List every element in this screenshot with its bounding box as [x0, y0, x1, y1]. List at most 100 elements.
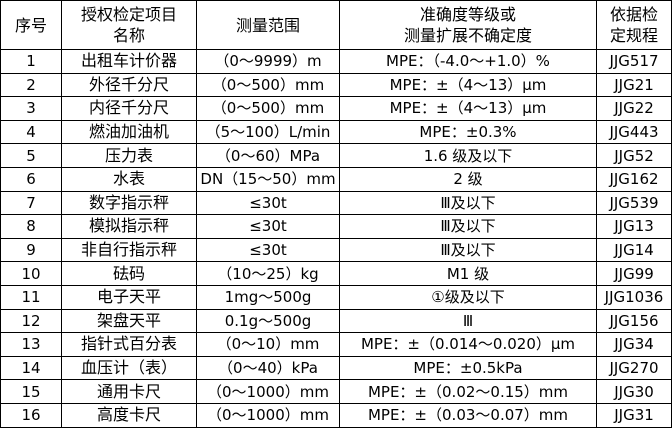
table-cell: （0～40）kPa [196, 355, 340, 381]
table-cell: DN（15～50）mm [196, 166, 340, 192]
table-cell: Ⅲ [339, 308, 597, 334]
table-cell: 内径千分尺 [61, 96, 197, 121]
table-row: 5 压力表 （0～60）MPa 1.6 级及以下 JJG52 [0, 143, 672, 168]
table-row: 13 指针式百分表 （0～10）mm MPE：±（0.014～0.020）μm JJG3… [0, 332, 672, 357]
table-row: 12 架盘天平 0.1g～500g Ⅲ JJG156 [0, 308, 672, 334]
table-row: 6 水表 DN（15～50）mm 2 级 JJG162 [0, 166, 672, 192]
table-row: 9 非自行指示秤 ≤30t Ⅲ及以下 JJG14 [0, 237, 672, 263]
table-cell: MPE：±（4～13）μm [339, 72, 597, 98]
table-cell: 2 级 [339, 166, 597, 192]
table-cell: 1 [0, 49, 62, 74]
table-cell: 4 [0, 119, 62, 145]
table-cell: Ⅲ及以下 [339, 237, 597, 263]
table-cell: 15 [0, 379, 62, 404]
table-cell: 外径千分尺 [61, 72, 197, 98]
table-cell: MPE：±（0.03～0.07）mm [339, 402, 597, 428]
header-text: 序号 [14, 15, 47, 35]
table-row: 4 燃油加油机 （5～100）L/min MPE：±0.3% JJG443 [0, 119, 672, 145]
table-cell: JJG13 [596, 214, 672, 239]
table-body: 1 出租车计价器 （0～9999）m MPE：（-4.0～+1.0）% JJG517 2 外… [0, 49, 672, 428]
table-cell: JJG162 [596, 166, 672, 192]
table-cell: MPE：±0.3% [339, 119, 597, 145]
table-cell: （0～1000）mm [196, 402, 340, 428]
header-text: 测量范围 [235, 15, 300, 35]
table-row: 10 砝码 （10～25）kg M1 级 JJG99 [0, 261, 672, 286]
table-cell: 11 [0, 284, 62, 310]
table-cell: （0～500）mm [196, 96, 340, 121]
table-cell: JJG14 [596, 237, 672, 263]
table-cell: 1mg～500g [196, 284, 340, 310]
table-cell: 1.6 级及以下 [339, 143, 597, 168]
table-cell: JJG22 [596, 96, 672, 121]
header-text: 测量扩展不确定度 [403, 26, 532, 45]
table-cell: JJG1036 [596, 284, 672, 310]
table-row: 2 外径千分尺 （0～500）mm MPE：±（4～13）μm JJG21 [0, 72, 672, 98]
header-text: 依据检 [609, 5, 658, 24]
table-cell: JJG21 [596, 72, 672, 98]
table-cell: JJG443 [596, 119, 672, 145]
table-cell: MPE：±（0.02～0.15）mm [339, 379, 597, 404]
table-cell: 14 [0, 355, 62, 381]
table-cell: 架盘天平 [61, 308, 197, 334]
table-cell: 模拟指示秤 [61, 214, 197, 239]
table-cell: 血压计（表） [61, 355, 197, 381]
table-cell: 2 [0, 72, 62, 98]
table-cell: ≤30t [196, 237, 340, 263]
table-cell: 数字指示秤 [61, 190, 197, 216]
header-cell: 序号 [0, 0, 62, 50]
table-cell: （0～500）mm [196, 72, 340, 98]
table-cell: JJG270 [596, 355, 672, 381]
header-text: 准确度等级或 [419, 5, 516, 24]
table-cell: 压力表 [61, 143, 197, 168]
table-cell: JJG156 [596, 308, 672, 334]
table-cell: 9 [0, 237, 62, 263]
table-cell: （0～60）MPa [196, 143, 340, 168]
table-cell: MPE：±（4～13）μm [339, 96, 597, 121]
header-text: 授权检定项目 [80, 5, 177, 24]
table-cell: 高度卡尺 [61, 402, 197, 428]
table-cell: ≤30t [196, 214, 340, 239]
header-cell: 测量范围 [196, 0, 340, 50]
table-cell: 3 [0, 96, 62, 121]
table-cell: 砝码 [61, 261, 197, 286]
table-cell: M1 级 [339, 261, 597, 286]
table-cell: JJG52 [596, 143, 672, 168]
table-cell: 16 [0, 402, 62, 428]
header-text: 定规程 [609, 26, 658, 45]
table-cell: JJG517 [596, 49, 672, 74]
table-cell: JJG30 [596, 379, 672, 404]
table-cell: 12 [0, 308, 62, 334]
table-cell: 出租车计价器 [61, 49, 197, 74]
table-row: 3 内径千分尺 （0～500）mm MPE：±（4～13）μm JJG22 [0, 96, 672, 121]
table-row: 7 数字指示秤 ≤30t Ⅲ及以下 JJG539 [0, 190, 672, 216]
table-cell: MPE：（-4.0～+1.0）% [339, 49, 597, 74]
table-cell: 指针式百分表 [61, 332, 197, 357]
table-cell: Ⅲ及以下 [339, 214, 597, 239]
table-cell: 非自行指示秤 [61, 237, 197, 263]
table-cell: 燃油加油机 [61, 119, 197, 145]
table-cell: ①级及以下 [339, 284, 597, 310]
table-cell: JJG99 [596, 261, 672, 286]
table-cell: JJG31 [596, 402, 672, 428]
table-cell: 电子天平 [61, 284, 197, 310]
table-cell: MPE：±（0.014～0.020）μm [339, 332, 597, 357]
table-cell: （0～10）mm [196, 332, 340, 357]
table-cell: 10 [0, 261, 62, 286]
table-cell: JJG34 [596, 332, 672, 357]
table-cell: MPE：±0.5kPa [339, 355, 597, 381]
table-cell: 通用卡尺 [61, 379, 197, 404]
table-cell: 0.1g～500g [196, 308, 340, 334]
table-cell: （0～1000）mm [196, 379, 340, 404]
table-row: 15 通用卡尺 （0～1000）mm MPE：±（0.02～0.15）mm JJG30 [0, 379, 672, 404]
table-cell: ≤30t [196, 190, 340, 216]
header-cell: 准确度等级或 测量扩展不确定度 [339, 0, 597, 50]
table-cell: 6 [0, 166, 62, 192]
table-cell: 水表 [61, 166, 197, 192]
table-row: 8 模拟指示秤 ≤30t Ⅲ及以下 JJG13 [0, 214, 672, 239]
table-cell: （0～9999）m [196, 49, 340, 74]
table-cell: 7 [0, 190, 62, 216]
table-row: 1 出租车计价器 （0～9999）m MPE：（-4.0～+1.0）% JJG517 [0, 49, 672, 74]
table-cell: 5 [0, 143, 62, 168]
